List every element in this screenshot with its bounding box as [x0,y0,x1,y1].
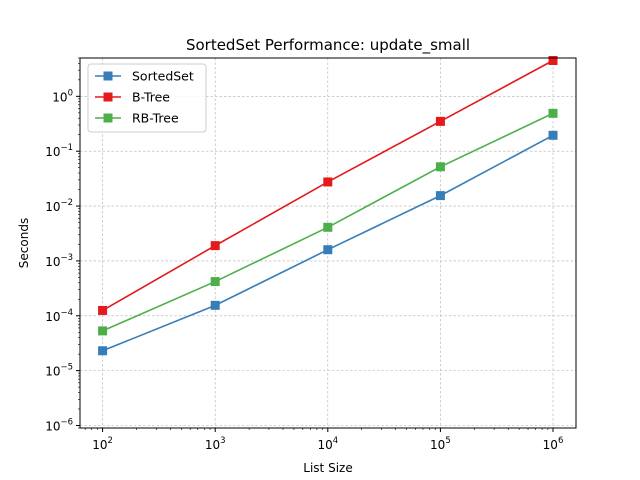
y-tick-exponent: −1 [60,143,73,153]
data-point-rb-tree [210,277,220,287]
legend-label-sortedset: SortedSet [132,69,194,84]
x-tick-label: 102 [92,436,113,452]
y-tick-label: 100 [52,88,73,104]
y-axis-label: Seconds [17,218,31,268]
data-point-sortedset [323,245,333,255]
grid [80,58,576,428]
legend-marker-b-tree [103,92,113,102]
data-point-sortedset [98,346,108,356]
y-tick-exponent: −2 [60,198,73,208]
data-point-rb-tree [323,222,333,232]
y-tick-base: 10 [52,90,67,104]
ticks: 102 103 104 105 10610−610−510−410−310−210−11… [45,57,564,452]
y-tick-label: 10−5 [45,363,73,379]
legend-marker-rb-tree [103,113,113,123]
y-tick-label: 10−2 [45,198,73,214]
legend-label-rb-tree: RB-Tree [132,111,179,126]
y-tick-base: 10 [45,200,60,214]
data-point-b-tree [98,305,108,315]
data-point-b-tree [548,56,558,66]
x-tick-exponent: 5 [445,436,450,446]
data-point-sortedset [548,130,558,140]
data-point-rb-tree [548,108,558,118]
x-tick-exponent: 3 [220,436,225,446]
y-tick-label: 10−1 [45,143,73,159]
data-point-b-tree [323,177,333,187]
x-tick-label: 106 [543,436,564,452]
data-point-rb-tree [435,162,445,172]
x-tick-base: 10 [205,438,220,452]
y-tick-exponent: −5 [60,363,73,373]
legend-box [87,63,207,133]
legend-label-b-tree: B-Tree [132,90,170,105]
y-tick-base: 10 [45,419,60,433]
y-tick-exponent: 0 [68,88,73,98]
y-tick-base: 10 [45,255,60,269]
series-layer [98,56,558,356]
legend-marker-sortedset [103,71,113,81]
y-tick-exponent: −3 [60,253,73,263]
y-tick-label: 10−3 [45,253,73,269]
y-tick-base: 10 [45,365,60,379]
chart-title: SortedSet Performance: update_small [186,36,470,55]
x-tick-base: 10 [92,438,107,452]
x-tick-label: 103 [205,436,226,452]
y-tick-base: 10 [45,310,60,324]
x-tick-exponent: 4 [333,436,338,446]
legend: SortedSet B-Tree RB-Tree [87,63,207,133]
y-tick-base: 10 [45,145,60,159]
x-tick-base: 10 [317,438,332,452]
data-point-sortedset [210,300,220,310]
y-tick-exponent: −6 [60,417,73,427]
data-point-sortedset [435,191,445,201]
x-tick-base: 10 [543,438,558,452]
data-point-b-tree [210,241,220,251]
x-tick-base: 10 [430,438,445,452]
y-tick-label: 10−6 [45,417,73,433]
x-tick-exponent: 6 [558,436,563,446]
data-point-b-tree [435,116,445,126]
data-point-rb-tree [98,326,108,336]
x-tick-label: 104 [317,436,338,452]
y-tick-label: 10−4 [45,308,73,324]
y-tick-exponent: −4 [60,308,73,318]
x-tick-label: 105 [430,436,451,452]
x-axis-label: List Size [303,461,352,475]
x-tick-exponent: 2 [108,436,113,446]
